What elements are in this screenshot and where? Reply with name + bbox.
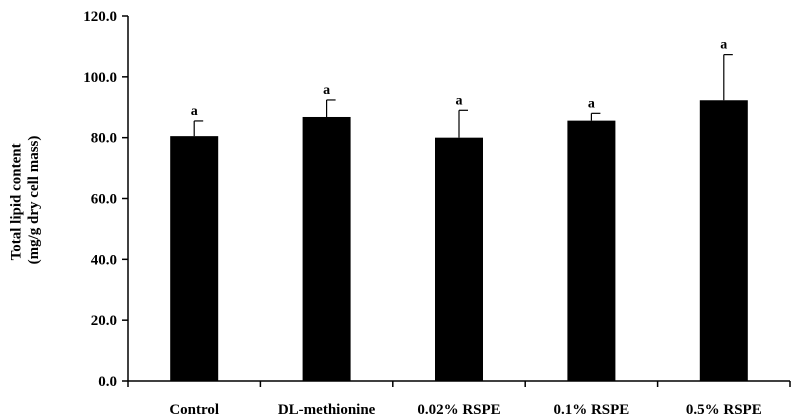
- significance-label: a: [456, 93, 463, 108]
- x-tick-label: 0.5% RSPE: [686, 402, 762, 418]
- y-tick-label: 40.0: [91, 252, 117, 268]
- bar: [435, 137, 483, 381]
- significance-label: a: [191, 104, 198, 119]
- bar: [170, 136, 219, 381]
- x-tick-label: 0.02% RSPE: [417, 402, 500, 418]
- bar: [567, 120, 616, 381]
- y-axis-title-line2: (mg/g dry cell mass): [26, 136, 42, 265]
- y-axis-title-line1: Total lipid content: [9, 143, 25, 260]
- y-axis: 0.0 20.0 40.0 60.0 80.0 100.0 120.0: [83, 9, 129, 390]
- x-tick-label: 0.1% RSPE: [553, 402, 629, 418]
- y-tick-label: 120.0: [83, 9, 117, 25]
- x-tick-label: Control: [169, 402, 219, 418]
- y-tick-label: 100.0: [83, 70, 117, 86]
- bars: a a a a a: [170, 38, 748, 382]
- bar: [302, 116, 351, 381]
- x-axis: Control DL-methionine 0.02% RSPE 0.1% RSPE 0…: [127, 380, 791, 418]
- y-tick-label: 60.0: [91, 192, 117, 208]
- y-tick-label: 80.0: [91, 131, 117, 147]
- significance-label: a: [720, 38, 727, 53]
- y-tick-label: 20.0: [91, 313, 117, 329]
- significance-label: a: [588, 96, 595, 111]
- bar: [699, 100, 748, 382]
- x-tick-label: DL-methionine: [278, 402, 376, 418]
- y-tick-label: 0.0: [98, 374, 117, 390]
- significance-label: a: [323, 83, 330, 98]
- y-axis-title: Total lipid content (mg/g dry cell mass): [9, 136, 42, 265]
